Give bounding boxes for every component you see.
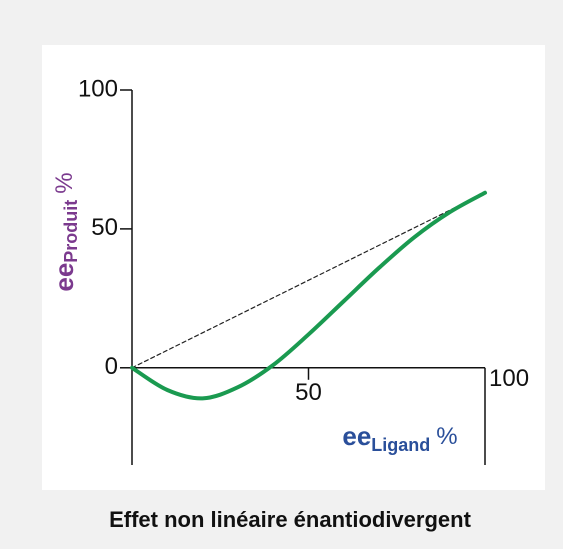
y-axis-label: eeProduit% <box>49 172 81 291</box>
x-tick-label: 50 <box>295 379 322 406</box>
line-series <box>131 192 486 369</box>
panel <box>42 45 545 490</box>
y-tick-label: 50 <box>91 214 118 241</box>
x-label-main: ee <box>342 421 371 451</box>
caption: Effet non linéaire énantiodivergent <box>109 507 472 532</box>
x-tick-label: 100 <box>489 365 529 392</box>
y-label-main: ee <box>49 263 79 292</box>
y-label-sub: Produit <box>61 200 81 263</box>
line-series <box>130 190 487 401</box>
y-tick-label: 0 <box>105 353 118 380</box>
x-label-unit: % <box>436 423 457 450</box>
y-label-unit: % <box>51 172 78 193</box>
x-label-sub: Ligand <box>371 435 430 455</box>
x-axis-label: eeLigand% <box>342 421 457 455</box>
y-tick-label: 100 <box>78 75 118 102</box>
